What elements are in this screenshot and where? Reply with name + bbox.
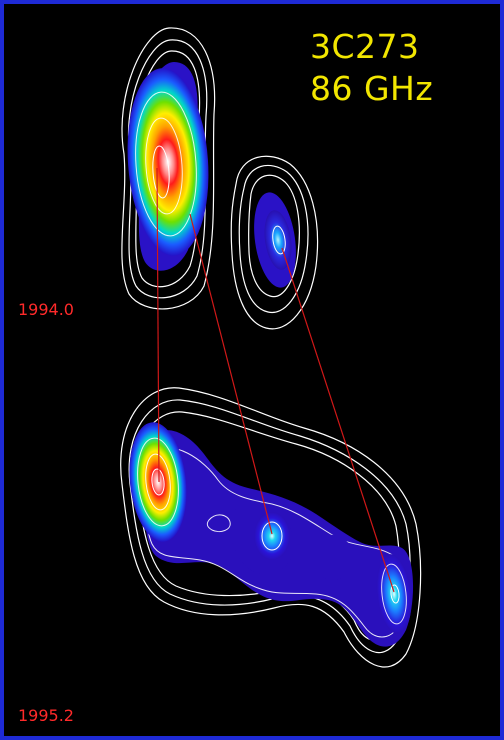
observing-frequency: 86 GHz [310,69,434,108]
core-1994-component [121,27,216,310]
knot-b-connector-line [281,247,395,593]
source-name: 3C273 [310,27,420,66]
core-connector-line [156,167,160,483]
map-title: 3C273 86 GHz [310,26,433,110]
epoch-label-first: 1994.0 [18,300,74,319]
epoch-label-second: 1995.2 [18,706,74,725]
knot-a-connector-line [189,213,273,535]
knot-1994-component [230,155,319,330]
component-connectors [156,167,395,593]
jet-1995-component [120,387,422,668]
radio-map-canvas [120,27,422,668]
